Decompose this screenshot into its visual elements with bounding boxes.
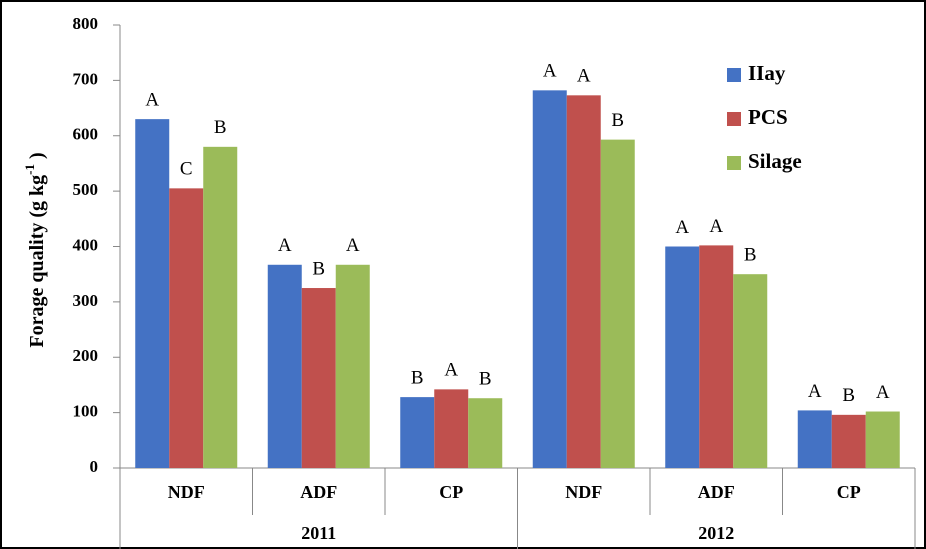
x-tick-label: NDF bbox=[168, 482, 205, 502]
bar bbox=[301, 288, 336, 468]
group-label: 2012 bbox=[698, 523, 734, 543]
y-tick-label: 100 bbox=[73, 402, 99, 421]
significance-letter: A bbox=[808, 381, 822, 402]
y-axis-title-sup: -1 bbox=[22, 164, 37, 175]
y-tick-label: 800 bbox=[73, 14, 99, 33]
x-tick-label: ADF bbox=[698, 482, 735, 502]
x-tick-label: NDF bbox=[565, 482, 602, 502]
bar bbox=[169, 188, 204, 468]
group-label: 2011 bbox=[301, 523, 336, 543]
significance-letter: B bbox=[214, 117, 227, 138]
legend-label: Silage bbox=[748, 149, 802, 173]
y-tick-label: 700 bbox=[73, 69, 99, 88]
legend-swatch bbox=[727, 112, 741, 126]
bar bbox=[468, 398, 503, 468]
significance-letter: B bbox=[312, 258, 325, 279]
bar bbox=[665, 246, 700, 468]
bar bbox=[733, 274, 768, 468]
significance-letter: B bbox=[411, 367, 424, 388]
significance-letter: B bbox=[479, 369, 492, 390]
significance-letter: B bbox=[611, 110, 624, 131]
significance-letter: A bbox=[543, 61, 557, 82]
legend-swatch bbox=[727, 156, 741, 170]
bar bbox=[797, 410, 832, 468]
y-tick-label: 200 bbox=[73, 346, 99, 365]
y-axis-title-part: Forage quality (g kg bbox=[26, 175, 48, 348]
x-tick-label: ADF bbox=[300, 482, 337, 502]
bar bbox=[865, 411, 900, 468]
significance-letter: A bbox=[675, 217, 689, 238]
bar bbox=[203, 146, 238, 468]
bar bbox=[566, 95, 601, 469]
significance-letter: A bbox=[876, 382, 890, 403]
significance-letter: B bbox=[842, 385, 855, 406]
bar bbox=[335, 264, 370, 468]
bar bbox=[831, 414, 866, 468]
bar bbox=[135, 119, 170, 468]
y-tick-label: 500 bbox=[73, 180, 99, 199]
legend-label: PCS bbox=[748, 105, 788, 129]
significance-letter: A bbox=[278, 235, 292, 256]
bar bbox=[400, 397, 435, 468]
legend-label: IIay bbox=[748, 61, 786, 85]
significance-letter: A bbox=[145, 89, 159, 110]
legend-swatch bbox=[727, 68, 741, 82]
bar bbox=[434, 389, 469, 468]
y-axis-title-part: ) bbox=[26, 152, 48, 164]
significance-letter: A bbox=[444, 360, 458, 381]
bar bbox=[267, 264, 302, 468]
y-tick-label: 0 bbox=[90, 457, 99, 476]
significance-letter: B bbox=[744, 245, 757, 266]
bar bbox=[699, 245, 734, 468]
x-tick-label: CP bbox=[439, 482, 463, 502]
significance-letter: A bbox=[346, 235, 360, 256]
bar bbox=[532, 90, 567, 468]
y-tick-label: 600 bbox=[73, 125, 99, 144]
bar bbox=[600, 139, 635, 468]
y-tick-label: 400 bbox=[73, 235, 99, 254]
significance-letter: C bbox=[180, 159, 193, 180]
significance-letter: A bbox=[577, 66, 591, 87]
y-axis-title: Forage quality (g kg-1 ) bbox=[22, 152, 48, 347]
y-tick-label: 300 bbox=[73, 291, 99, 310]
x-tick-label: CP bbox=[837, 482, 861, 502]
significance-letter: A bbox=[709, 216, 723, 237]
